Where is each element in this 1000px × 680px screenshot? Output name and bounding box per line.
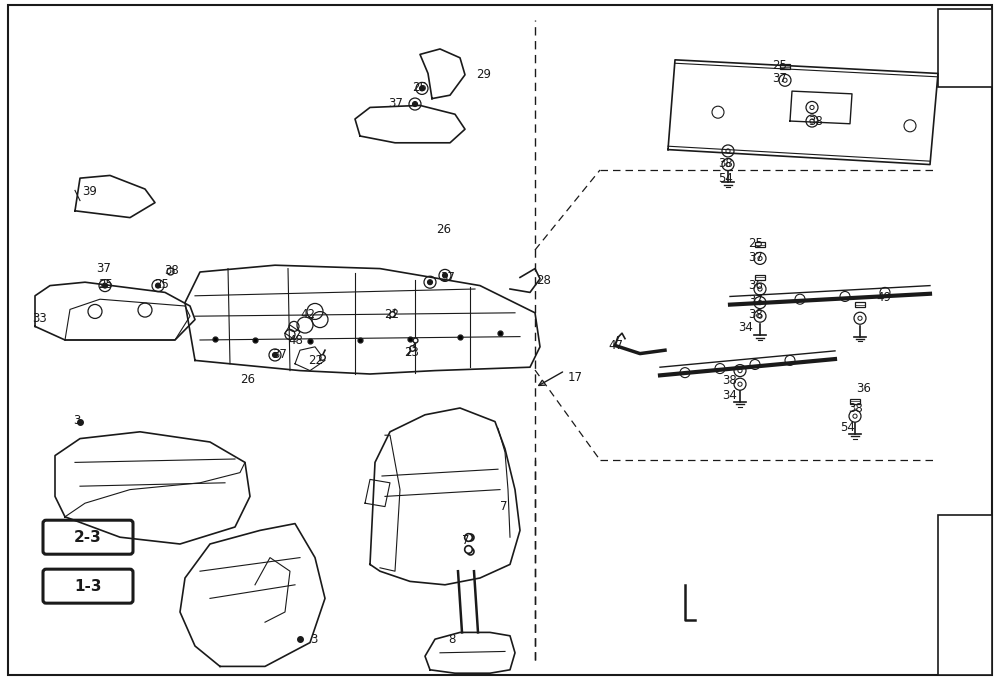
Circle shape	[806, 101, 818, 114]
Text: 47: 47	[608, 339, 623, 352]
Circle shape	[726, 163, 730, 167]
Text: 38: 38	[718, 156, 733, 170]
Circle shape	[734, 378, 746, 390]
Text: 54: 54	[718, 171, 733, 185]
Circle shape	[806, 115, 818, 127]
Circle shape	[755, 297, 765, 307]
Bar	[938, 9, 992, 87]
Circle shape	[904, 120, 916, 132]
Circle shape	[420, 86, 424, 91]
Text: 26: 26	[240, 373, 255, 386]
Text: 3: 3	[310, 632, 317, 646]
Circle shape	[712, 106, 724, 118]
Text: 29: 29	[476, 68, 491, 82]
Text: 38: 38	[808, 114, 823, 128]
Circle shape	[715, 364, 725, 373]
Text: 17: 17	[568, 371, 583, 384]
Circle shape	[783, 78, 787, 82]
Text: 38: 38	[722, 374, 737, 388]
Text: 37: 37	[748, 250, 763, 264]
Circle shape	[758, 301, 762, 305]
Circle shape	[738, 369, 742, 373]
Text: 37: 37	[440, 271, 455, 284]
Circle shape	[738, 382, 742, 386]
Text: 37: 37	[272, 348, 287, 362]
Circle shape	[785, 356, 795, 365]
Text: 37: 37	[772, 72, 787, 86]
Text: 26: 26	[436, 223, 451, 237]
Circle shape	[734, 364, 746, 377]
Text: 38: 38	[164, 264, 179, 277]
Circle shape	[428, 279, 432, 285]
Text: 36: 36	[748, 279, 763, 292]
Circle shape	[413, 101, 418, 107]
Text: 33: 33	[32, 311, 47, 325]
Text: 7: 7	[462, 534, 470, 547]
Circle shape	[854, 312, 866, 324]
Text: 25: 25	[748, 237, 763, 250]
Bar	[850, 398, 860, 404]
Circle shape	[754, 310, 766, 322]
Circle shape	[103, 283, 108, 288]
Circle shape	[758, 256, 762, 260]
Circle shape	[853, 414, 857, 418]
Circle shape	[758, 314, 762, 318]
Text: 25: 25	[154, 277, 169, 291]
Text: 7: 7	[500, 500, 508, 513]
Text: 23: 23	[404, 345, 419, 359]
Circle shape	[722, 158, 734, 171]
Text: 22: 22	[384, 307, 399, 321]
Circle shape	[726, 149, 730, 153]
Circle shape	[750, 360, 760, 369]
FancyBboxPatch shape	[43, 569, 133, 603]
Circle shape	[810, 119, 814, 123]
Text: 42: 42	[300, 307, 315, 321]
Text: 37: 37	[96, 262, 111, 275]
Text: 37: 37	[748, 294, 763, 307]
Text: 36: 36	[856, 382, 871, 396]
Text: 22: 22	[308, 354, 323, 367]
Bar	[755, 275, 765, 280]
Circle shape	[810, 105, 814, 109]
Text: 2-3: 2-3	[74, 530, 102, 545]
Text: 39: 39	[82, 185, 97, 199]
Text: 38: 38	[748, 307, 763, 321]
Text: 34: 34	[722, 389, 737, 403]
Circle shape	[754, 283, 766, 295]
Circle shape	[754, 252, 766, 265]
Text: 49: 49	[876, 291, 891, 305]
Text: 28: 28	[536, 273, 551, 287]
Text: 3: 3	[73, 413, 80, 427]
Bar	[780, 64, 790, 69]
Circle shape	[779, 74, 791, 86]
Text: 48: 48	[288, 333, 303, 347]
Text: 25: 25	[772, 58, 787, 72]
Text: 37: 37	[388, 97, 403, 110]
Circle shape	[680, 368, 690, 377]
Text: 25: 25	[412, 80, 427, 94]
Bar	[938, 515, 992, 675]
Circle shape	[849, 410, 861, 422]
Circle shape	[858, 316, 862, 320]
Circle shape	[156, 283, 160, 288]
Circle shape	[840, 292, 850, 301]
Circle shape	[754, 296, 766, 309]
Text: 8: 8	[448, 632, 455, 646]
Bar	[855, 302, 865, 307]
FancyBboxPatch shape	[43, 520, 133, 554]
Circle shape	[442, 273, 448, 278]
Circle shape	[758, 287, 762, 291]
Text: 25: 25	[98, 277, 113, 291]
Circle shape	[880, 288, 890, 297]
Circle shape	[795, 294, 805, 304]
Text: 1-3: 1-3	[74, 579, 102, 594]
Text: 38: 38	[848, 401, 863, 415]
Text: 54: 54	[840, 420, 855, 434]
Circle shape	[722, 145, 734, 157]
Text: 34: 34	[738, 321, 753, 335]
Circle shape	[272, 352, 278, 358]
Bar	[755, 242, 765, 248]
